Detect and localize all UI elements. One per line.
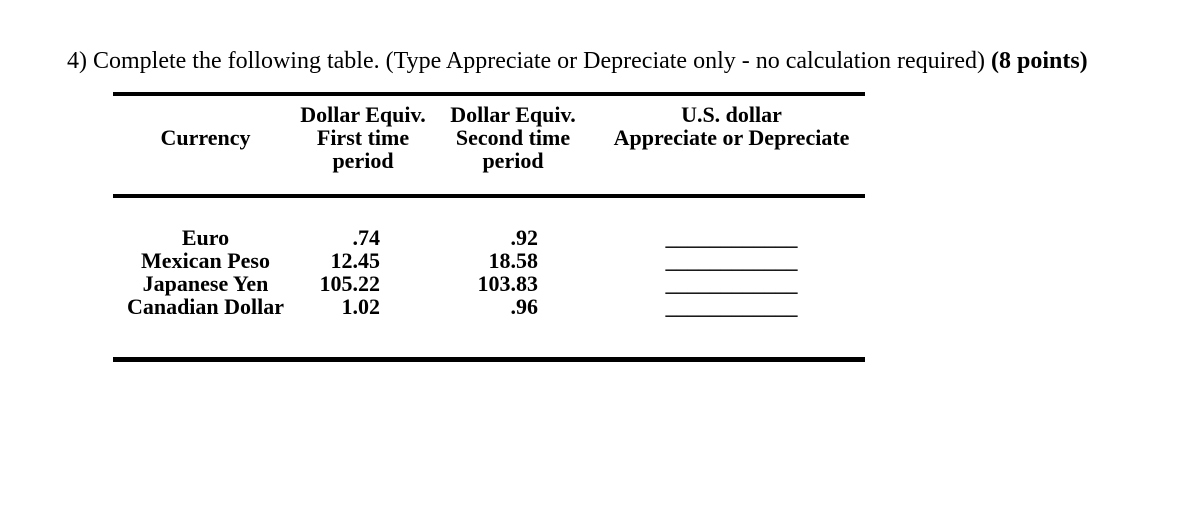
question-title-text: 4) Complete the following table. (Type A… [67, 48, 991, 74]
answer-blank[interactable]: ____________ [665, 248, 798, 273]
first-period-value: 1.02 [341, 294, 381, 319]
question-points: (8 points) [990, 48, 1088, 74]
first-period-value: 12.45 [330, 248, 381, 273]
currency-name: Euro [181, 225, 230, 250]
table-row: Mexican Peso 12.45 18.58 ____________ [113, 249, 865, 272]
table-body: Euro .74 .92 ____________ Mexican Peso 1… [113, 198, 865, 357]
first-period-value: 105.22 [319, 271, 381, 296]
table-row: Canadian Dollar 1.02 .96 ____________ [113, 295, 865, 318]
col-header-currency: Currency [160, 125, 251, 150]
currency-name: Canadian Dollar [126, 294, 285, 319]
first-period-value: .74 [352, 225, 381, 250]
table-row: Japanese Yen 105.22 103.83 ____________ [113, 272, 865, 295]
second-period-value: 103.83 [477, 271, 539, 296]
second-period-value: .96 [510, 294, 539, 319]
second-period-value: .92 [510, 225, 539, 250]
table-row: Euro .74 .92 ____________ [113, 226, 865, 249]
currency-name: Japanese Yen [142, 271, 269, 296]
col-header-us-dollar: U.S. dollar Appreciate or Depreciate [613, 102, 850, 150]
answer-blank[interactable]: ____________ [665, 294, 798, 319]
table-header-row: Currency Dollar Equiv. First time period… [113, 96, 865, 194]
exchange-rate-table: Currency Dollar Equiv. First time period… [113, 92, 865, 362]
col-header-first-period: Dollar Equiv. First time period [300, 102, 426, 173]
second-period-value: 18.58 [488, 248, 539, 273]
answer-blank[interactable]: ____________ [665, 225, 798, 250]
col-header-second-period: Dollar Equiv. Second time period [450, 102, 576, 173]
answer-blank[interactable]: ____________ [665, 271, 798, 296]
currency-name: Mexican Peso [141, 248, 270, 273]
question-title: 4) Complete the following table. (Type A… [67, 46, 1088, 76]
header-divider-rule [113, 194, 865, 198]
